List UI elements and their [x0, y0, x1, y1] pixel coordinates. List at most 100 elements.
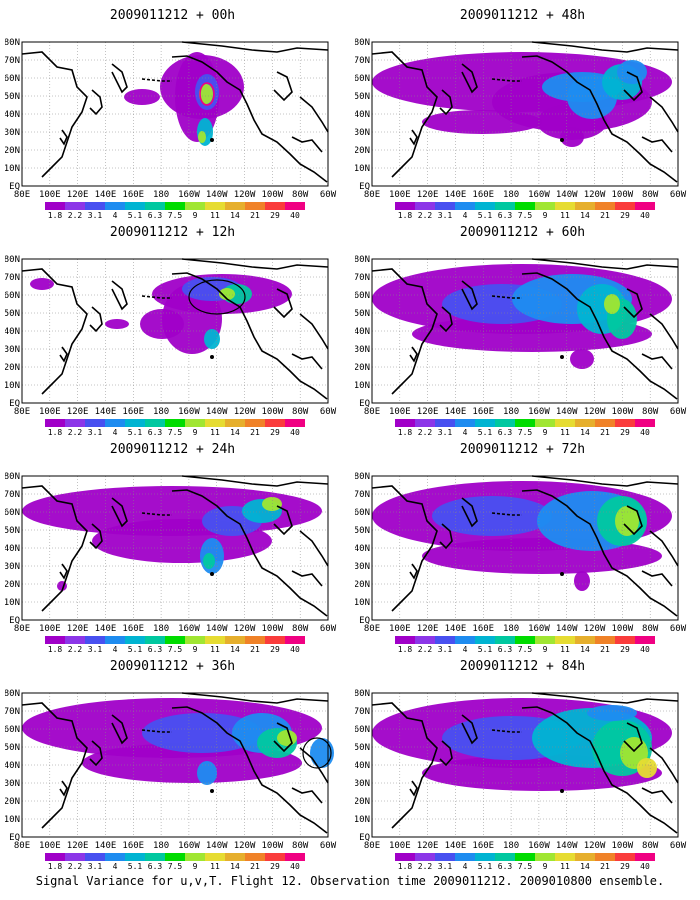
- colorbar-swatch: [475, 636, 495, 644]
- colorbar-label: 9: [543, 211, 548, 220]
- colorbar-label: 4: [463, 211, 468, 220]
- lat-label: 60N: [5, 291, 20, 301]
- lon-label: 160W: [528, 407, 550, 417]
- colorbar-label: 21: [600, 862, 610, 871]
- colorbar-label: 29: [270, 211, 280, 220]
- colorbar-label: 6.3: [148, 211, 163, 220]
- colorbar-swatch: [85, 853, 105, 861]
- colorbar-swatch: [85, 636, 105, 644]
- colorbar-label: 6.3: [498, 862, 513, 871]
- colorbar-label: 1.8: [398, 211, 413, 220]
- colorbar-label: 3.1: [88, 211, 103, 220]
- lat-label: 20N: [5, 146, 20, 156]
- lon-label: 160E: [122, 841, 144, 851]
- lon-label: 120W: [584, 407, 606, 417]
- colorbar-swatch: [225, 853, 245, 861]
- colorbar-label: 11: [560, 862, 570, 871]
- colorbar-swatch: [615, 853, 635, 861]
- colorbar-swatch: [65, 419, 85, 427]
- coastline: [21, 475, 329, 617]
- colorbar-label: 3.1: [88, 862, 103, 871]
- colorbar-label: 4: [463, 862, 468, 871]
- colorbar-swatch: [455, 853, 475, 861]
- colorbar-swatch: [555, 202, 575, 210]
- colorbar: 1.8 2.2 3.1 4 5.1 6.3 7.5 9 11 14 21 29 40: [395, 419, 655, 437]
- panel-3: 2009011212 + 12h 80N 70N 60N 50N 40N 30N 20N 10…: [5, 225, 340, 440]
- lon-label: 180: [503, 407, 519, 417]
- colorbar-swatch: [615, 202, 635, 210]
- colorbar-label: 40: [290, 862, 300, 871]
- colorbar-label: 1.8: [398, 862, 413, 871]
- colorbar-swatch: [45, 853, 65, 861]
- lat-label: 40N: [5, 761, 20, 771]
- panel-8: 2009011212 + 84h 80N 70N 60N 50N 40N 30N 20N 10…: [355, 659, 690, 874]
- lat-label: 70N: [355, 490, 370, 500]
- lon-label: 160E: [472, 841, 494, 851]
- colorbar-swatch: [165, 419, 185, 427]
- colorbar-swatch: [125, 202, 145, 210]
- variance-field: [372, 264, 672, 369]
- colorbar-swatch: [245, 419, 265, 427]
- coastline: [21, 41, 329, 183]
- lat-label: 50N: [355, 309, 370, 319]
- lon-label: 100E: [39, 624, 61, 634]
- lon-label: 140W: [206, 407, 228, 417]
- colorbar-swatch: [635, 419, 655, 427]
- lon-label: 80E: [364, 624, 380, 634]
- lat-label: 50N: [5, 309, 20, 319]
- lon-label: 160W: [178, 190, 200, 200]
- lon-label: 180: [153, 190, 169, 200]
- colorbar-swatch: [495, 202, 515, 210]
- colorbar-label: 2.2: [68, 862, 83, 871]
- lon-label: 100W: [262, 841, 284, 851]
- colorbar-label: 11: [210, 862, 220, 871]
- lat-label: 50N: [355, 92, 370, 102]
- lon-label: 140E: [95, 407, 117, 417]
- lon-label: 80E: [364, 407, 380, 417]
- lat-label: 60N: [355, 291, 370, 301]
- colorbar-label: 3.1: [438, 428, 453, 437]
- colorbar-swatch: [145, 636, 165, 644]
- colorbar-swatch: [495, 853, 515, 861]
- colorbar-swatch: [455, 636, 475, 644]
- colorbar-swatch: [435, 853, 455, 861]
- colorbar-label: 7.5: [518, 862, 533, 871]
- lon-label: 100E: [389, 841, 411, 851]
- colorbar-label: 7.5: [518, 645, 533, 654]
- colorbar-label: 11: [560, 428, 570, 437]
- colorbar-swatch: [265, 202, 285, 210]
- colorbar-swatch: [205, 853, 225, 861]
- coastline: [371, 258, 679, 400]
- colorbar-swatch: [555, 419, 575, 427]
- colorbar-swatch: [125, 853, 145, 861]
- lat-label: 30N: [5, 128, 20, 138]
- colorbar-swatch: [45, 419, 65, 427]
- colorbar-label: 14: [230, 211, 240, 220]
- lon-label: 160E: [122, 190, 144, 200]
- variance-field: [372, 481, 672, 591]
- colorbar-label: 5.1: [478, 428, 493, 437]
- lon-label: 60W: [670, 190, 687, 200]
- lon-label: 140W: [556, 190, 578, 200]
- colorbar-label: 7.5: [168, 211, 183, 220]
- colorbar-label: 3.1: [88, 428, 103, 437]
- colorbar-label: 9: [193, 211, 198, 220]
- panel-1: 2009011212 + 00h 80N 70N 60N 50N 40N 30N 20N 10…: [5, 8, 340, 223]
- panel-title: 2009011212 + 60h: [459, 225, 586, 240]
- colorbar-label: 29: [620, 862, 630, 871]
- colorbar-label: 3.1: [438, 645, 453, 654]
- colorbar-label: 11: [210, 211, 220, 220]
- colorbar-label: 1.8: [398, 428, 413, 437]
- colorbar-label: 40: [290, 428, 300, 437]
- colorbar-swatch: [435, 419, 455, 427]
- lon-label: 120W: [584, 190, 606, 200]
- colorbar-swatch: [515, 853, 535, 861]
- lat-label: 50N: [5, 92, 20, 102]
- lon-label: 140E: [445, 841, 467, 851]
- lon-label: 120W: [234, 841, 256, 851]
- colorbar-swatch: [415, 202, 435, 210]
- colorbar-label: 7.5: [168, 862, 183, 871]
